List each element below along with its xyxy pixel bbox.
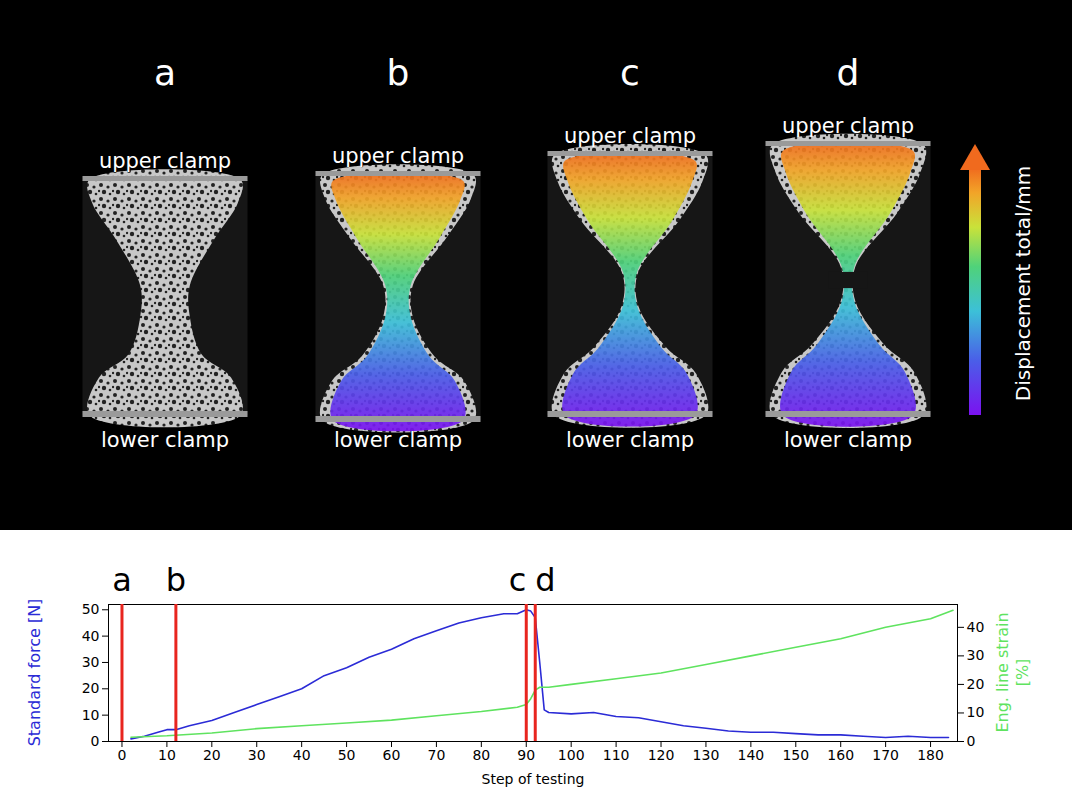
svg-text:upper clamp: upper clamp [332, 144, 464, 168]
svg-text:lower clamp: lower clamp [334, 428, 462, 452]
svg-text:40: 40 [967, 619, 985, 635]
svg-text:160: 160 [827, 747, 854, 763]
svg-text:Displacement total/mm: Displacement total/mm [1011, 166, 1035, 401]
svg-text:50: 50 [82, 601, 100, 617]
svg-text:b: b [387, 52, 410, 93]
svg-text:80: 80 [472, 747, 490, 763]
svg-text:40: 40 [293, 747, 311, 763]
svg-text:c: c [620, 52, 640, 93]
svg-text:100: 100 [558, 747, 585, 763]
svg-text:0: 0 [118, 747, 127, 763]
svg-text:Eng. line strain: Eng. line strain [993, 612, 1012, 732]
svg-text:a: a [112, 561, 132, 599]
svg-text:170: 170 [872, 747, 899, 763]
svg-text:0: 0 [967, 733, 976, 749]
svg-text:10: 10 [82, 707, 100, 723]
svg-text:30: 30 [248, 747, 266, 763]
svg-text:40: 40 [82, 628, 100, 644]
svg-text:30: 30 [82, 654, 100, 670]
svg-text:180: 180 [917, 747, 944, 763]
svg-text:30: 30 [967, 647, 985, 663]
svg-text:c: c [509, 561, 527, 599]
svg-text:90: 90 [517, 747, 535, 763]
svg-text:140: 140 [737, 747, 764, 763]
svg-text:b: b [166, 561, 186, 599]
svg-text:lower clamp: lower clamp [784, 428, 912, 452]
svg-text:upper clamp: upper clamp [782, 114, 914, 138]
svg-text:d: d [837, 52, 860, 93]
svg-text:20: 20 [967, 676, 985, 692]
svg-text:70: 70 [428, 747, 446, 763]
svg-text:d: d [535, 561, 555, 599]
svg-text:110: 110 [603, 747, 630, 763]
svg-text:upper clamp: upper clamp [564, 124, 696, 148]
svg-text:10: 10 [967, 704, 985, 720]
svg-text:130: 130 [693, 747, 720, 763]
svg-text:150: 150 [782, 747, 809, 763]
svg-text:0: 0 [91, 733, 100, 749]
svg-text:60: 60 [383, 747, 401, 763]
svg-text:lower clamp: lower clamp [566, 428, 694, 452]
svg-text:20: 20 [203, 747, 221, 763]
svg-text:lower clamp: lower clamp [101, 428, 229, 452]
svg-text:10: 10 [158, 747, 176, 763]
svg-text:Step of testing: Step of testing [482, 771, 585, 787]
svg-text:a: a [154, 52, 176, 93]
svg-text:50: 50 [338, 747, 356, 763]
svg-text:Standard force [N]: Standard force [N] [25, 599, 44, 747]
svg-text:20: 20 [82, 680, 100, 696]
svg-text:upper clamp: upper clamp [99, 149, 231, 173]
svg-text:120: 120 [648, 747, 675, 763]
svg-text:[%]: [%] [1013, 659, 1032, 687]
